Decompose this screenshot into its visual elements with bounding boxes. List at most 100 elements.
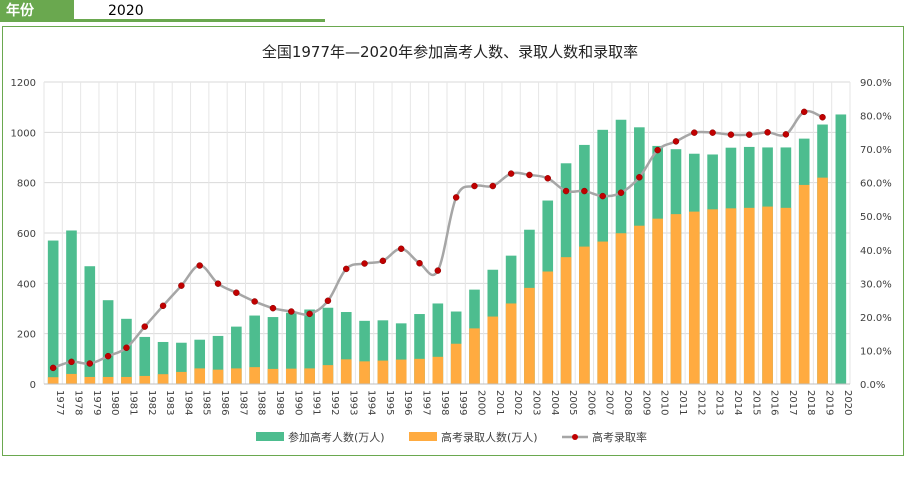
x-tick-label: 2017 bbox=[787, 390, 798, 415]
y-left-tick-label: 0 bbox=[30, 380, 36, 391]
bar-total-1983 bbox=[157, 341, 169, 384]
rate-point-1994 bbox=[361, 260, 368, 267]
x-tick-label: 1997 bbox=[421, 390, 432, 415]
bar-admitted-1980 bbox=[102, 376, 114, 384]
bar-total-1993 bbox=[340, 312, 352, 384]
y-right-tick-label: 90.0% bbox=[860, 78, 892, 89]
bar-admitted-1989 bbox=[267, 368, 279, 384]
rate-point-2006 bbox=[581, 187, 588, 195]
x-tick-label: 1991 bbox=[311, 390, 322, 415]
x-tick-label: 1979 bbox=[91, 390, 102, 415]
bar-admitted-2005 bbox=[560, 257, 572, 384]
x-tick-label: 1999 bbox=[457, 390, 468, 415]
x-tick-label: 2012 bbox=[695, 390, 706, 415]
bar-admitted-2015 bbox=[743, 207, 755, 384]
rate-point-1988 bbox=[251, 298, 258, 305]
rate-point-1987 bbox=[233, 289, 240, 296]
x-tick-label: 2014 bbox=[732, 390, 743, 415]
bar-admitted-1992 bbox=[322, 365, 334, 384]
y-right-tick-label: 80.0% bbox=[860, 112, 892, 123]
year-filter-label: 年份 bbox=[0, 0, 74, 22]
x-tick-label: 1981 bbox=[127, 390, 138, 415]
legend-swatch bbox=[409, 432, 437, 441]
y-right-tick-label: 50.0% bbox=[860, 212, 892, 223]
y-right-tick-label: 70.0% bbox=[860, 145, 892, 156]
legend-item: 参加高考人数(万人) bbox=[256, 430, 385, 444]
x-tick-label: 2011 bbox=[677, 390, 688, 415]
legend-swatch bbox=[256, 432, 284, 441]
rate-point-1989 bbox=[269, 304, 277, 312]
bar-admitted-2018 bbox=[798, 184, 810, 384]
bar-admitted-1994 bbox=[359, 361, 370, 384]
bar-total-1977 bbox=[47, 240, 59, 384]
rate-point-2002 bbox=[507, 170, 515, 177]
bar-total-1996 bbox=[395, 323, 407, 384]
x-tick-label: 2007 bbox=[604, 390, 615, 415]
y-right-tick-label: 10.0% bbox=[860, 346, 892, 357]
bar-admitted-2010 bbox=[652, 218, 663, 384]
x-tick-label: 1986 bbox=[219, 390, 230, 415]
x-tick-label: 1993 bbox=[347, 390, 358, 415]
year-filter-value[interactable]: 2020 bbox=[74, 0, 325, 22]
x-tick-label: 1977 bbox=[54, 390, 65, 415]
rate-point-1982 bbox=[141, 323, 148, 330]
x-tick-label: 1996 bbox=[402, 390, 413, 415]
rate-point-1981 bbox=[123, 344, 130, 352]
bar-admitted-1988 bbox=[249, 367, 260, 384]
rate-point-2015 bbox=[746, 131, 753, 138]
rate-point-1985 bbox=[196, 262, 203, 269]
y-right-tick-label: 40.0% bbox=[860, 246, 892, 257]
rate-point-2000 bbox=[471, 182, 478, 190]
y-left-tick-label: 1200 bbox=[11, 78, 36, 89]
y-right-tick-label: 30.0% bbox=[860, 279, 892, 290]
rate-point-2014 bbox=[727, 131, 735, 138]
bar-admitted-1981 bbox=[121, 376, 132, 384]
bar-admitted-1987 bbox=[231, 368, 242, 384]
bar-admitted-1982 bbox=[139, 375, 151, 384]
x-tick-label: 1990 bbox=[292, 390, 303, 415]
rate-point-2010 bbox=[654, 146, 661, 154]
bar-admitted-1984 bbox=[176, 371, 187, 384]
bar-admitted-2017 bbox=[780, 207, 792, 384]
bar-total-1979 bbox=[84, 266, 96, 384]
bar-admitted-1999 bbox=[450, 343, 462, 384]
bar-admitted-2000 bbox=[469, 328, 480, 384]
x-tick-label: 2010 bbox=[659, 390, 670, 415]
rate-point-2013 bbox=[709, 129, 716, 136]
bar-admitted-2011 bbox=[670, 214, 682, 384]
legend-label: 高考录取人数(万人) bbox=[441, 430, 538, 444]
x-tick-label: 1982 bbox=[146, 390, 157, 415]
x-tick-label: 1980 bbox=[109, 390, 120, 415]
x-tick-label: 1987 bbox=[237, 390, 248, 415]
rate-point-1979 bbox=[86, 360, 94, 367]
bar-admitted-2006 bbox=[579, 246, 590, 384]
bar-admitted-1997 bbox=[414, 358, 425, 384]
legend-item: 高考录取率 bbox=[562, 430, 647, 444]
x-tick-label: 1995 bbox=[384, 390, 395, 415]
x-tick-label: 1978 bbox=[72, 390, 83, 415]
rate-point-1992 bbox=[324, 297, 332, 305]
bar-total-1982 bbox=[139, 336, 151, 384]
legend-label: 高考录取率 bbox=[592, 430, 647, 444]
chart-bars bbox=[47, 114, 847, 385]
x-tick-label: 2000 bbox=[475, 390, 486, 415]
rate-point-1997 bbox=[416, 259, 423, 267]
x-tick-label: 1992 bbox=[329, 390, 340, 415]
bar-admitted-2012 bbox=[688, 211, 700, 384]
rate-point-1978 bbox=[68, 358, 75, 366]
x-tick-label: 2015 bbox=[750, 390, 761, 415]
bar-admitted-2001 bbox=[487, 316, 499, 384]
y-right-tick-label: 0.0% bbox=[860, 380, 885, 391]
bar-admitted-1998 bbox=[432, 356, 444, 384]
bar-admitted-2003 bbox=[524, 287, 535, 384]
x-tick-label: 2009 bbox=[640, 390, 651, 415]
rate-point-1984 bbox=[178, 282, 185, 289]
bar-total-1984 bbox=[176, 342, 187, 384]
bar-total-1985 bbox=[194, 339, 206, 384]
x-tick-label: 2013 bbox=[714, 390, 725, 415]
bar-admitted-1995 bbox=[377, 360, 389, 384]
year-filter[interactable]: 年份 2020 bbox=[0, 0, 325, 22]
x-tick-label: 1983 bbox=[164, 390, 175, 415]
bar-admitted-1986 bbox=[212, 369, 224, 384]
